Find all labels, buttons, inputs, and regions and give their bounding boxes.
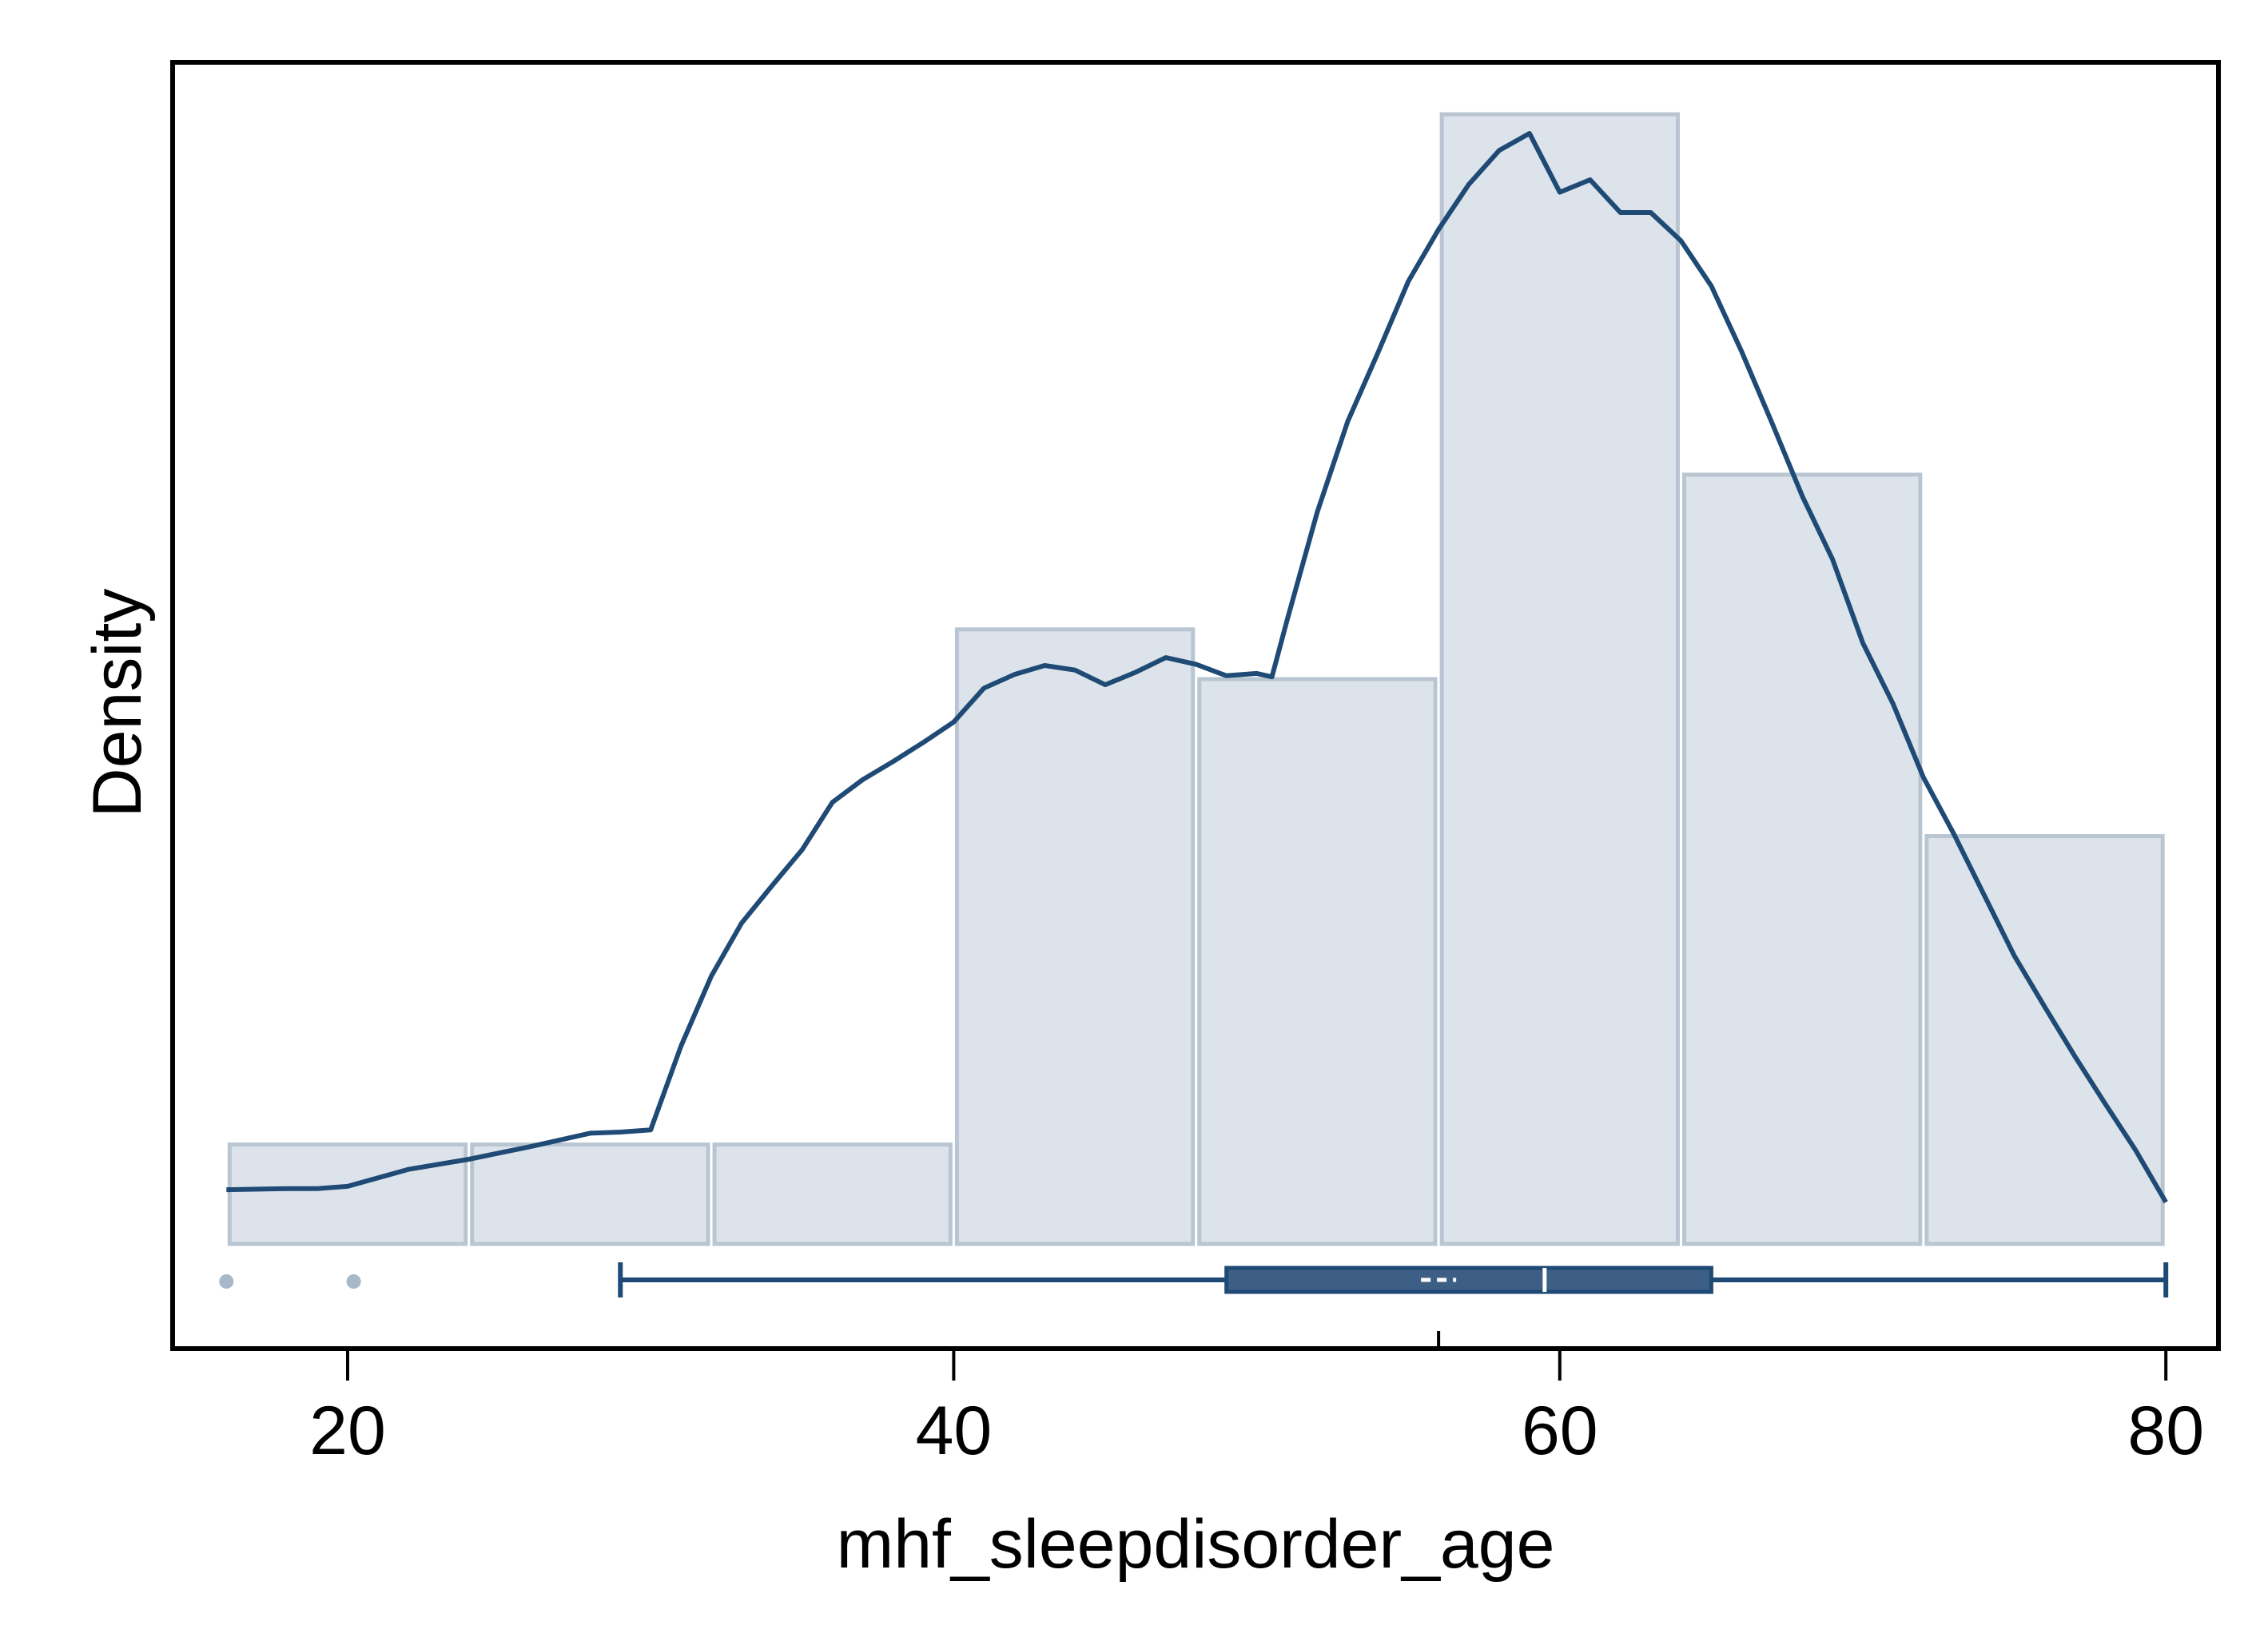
x-tick-label-20: 20 bbox=[309, 1393, 386, 1469]
outlier-point-1 bbox=[219, 1274, 234, 1289]
x-axis: 20 40 60 80 bbox=[309, 1331, 2204, 1469]
plot-frame bbox=[170, 60, 2221, 1351]
box-plot-layer bbox=[219, 1262, 2169, 1297]
outlier-point-2 bbox=[346, 1274, 361, 1289]
x-tick-label-40: 40 bbox=[916, 1393, 993, 1469]
histogram-bar-1 bbox=[227, 1142, 468, 1246]
x-tick-label-80: 80 bbox=[2127, 1393, 2204, 1469]
histogram-bar-5 bbox=[1197, 677, 1438, 1246]
y-axis-title: Density bbox=[79, 589, 156, 818]
histogram-bar-3 bbox=[712, 1142, 953, 1246]
density-curve-layer bbox=[226, 131, 2168, 1204]
histogram-bar-8 bbox=[1924, 834, 2165, 1246]
box-iqr bbox=[1224, 1266, 1713, 1294]
histogram-bar-6 bbox=[1439, 112, 1680, 1246]
x-axis-title: mhf_sleepdisorder_age bbox=[837, 1506, 1555, 1583]
histogram-bars bbox=[227, 112, 2165, 1246]
x-tick-label-60: 60 bbox=[1522, 1393, 1598, 1469]
density-curve bbox=[226, 131, 2168, 1204]
histogram-bar-7 bbox=[1681, 472, 1923, 1246]
histogram-bar-2 bbox=[470, 1142, 710, 1246]
histogram-bar-4 bbox=[954, 627, 1196, 1246]
